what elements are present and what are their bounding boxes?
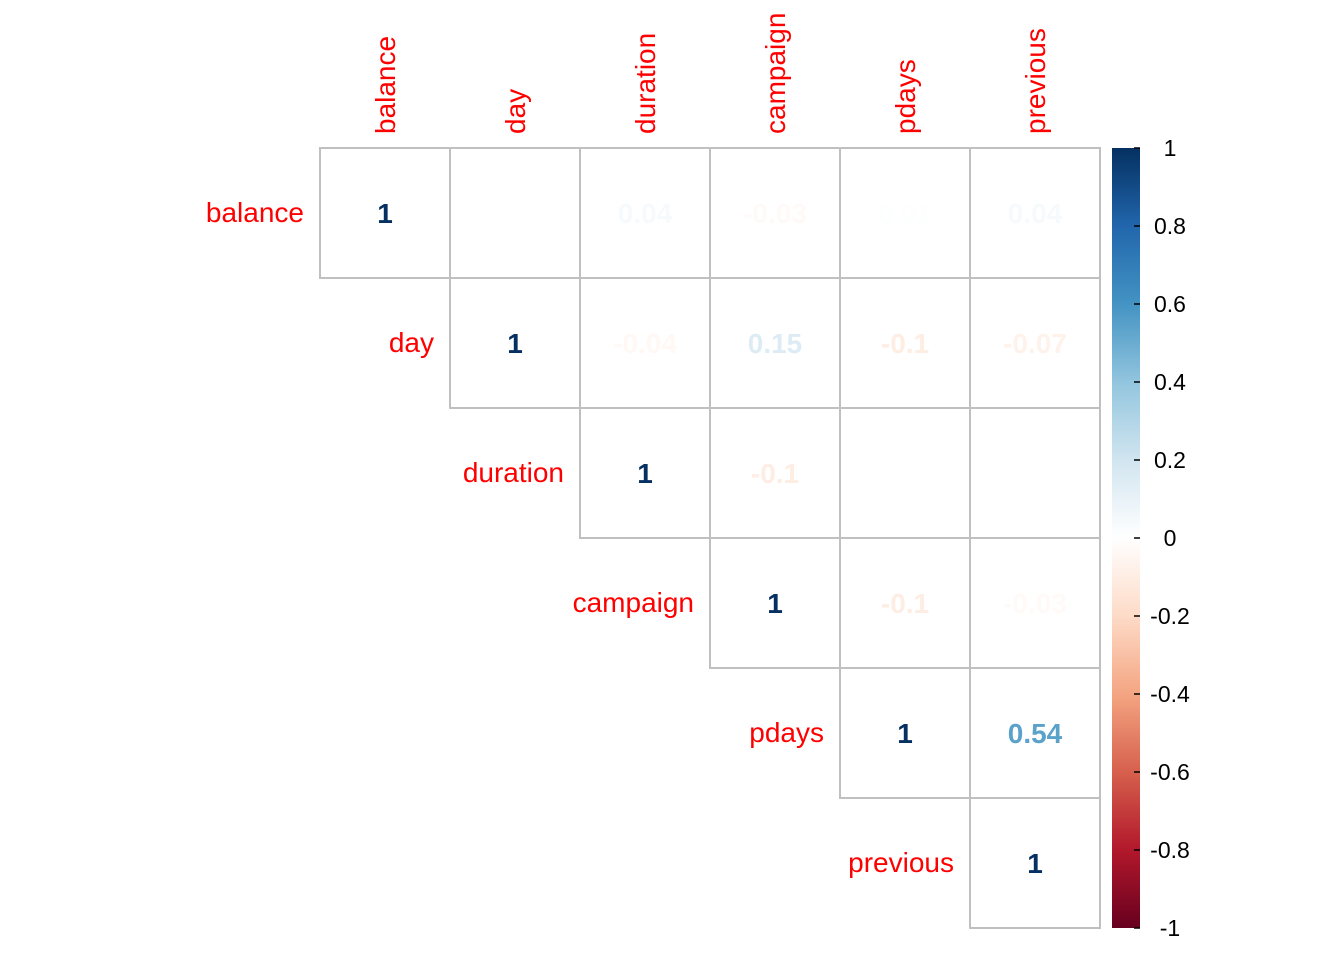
correlation-cell-balance-balance (319, 147, 451, 279)
correlation-cell-campaign-previous (969, 537, 1101, 669)
correlation-value-campaign-pdays: -0.1 (881, 588, 929, 619)
colorbar-tick-label: -1 (1160, 915, 1180, 941)
row-label-campaign: campaign (573, 587, 694, 618)
cells-layer: 1 0 0.04 -0.03 0.01 0.04 1 -0.04 0.15 -0.1 -0.07 1 -… (319, 147, 1101, 929)
correlation-value-balance-balance: 1 (377, 198, 393, 229)
correlation-cell-duration-previous (969, 407, 1101, 539)
colorbar-tick-label: -0.8 (1150, 837, 1190, 863)
colorbar-tick-label: 1 (1164, 135, 1177, 161)
colorbar-tick-label: -0.6 (1150, 759, 1190, 785)
colorbar-tick-label: 0.4 (1154, 369, 1186, 395)
colorbar-tick-label: -0.4 (1150, 681, 1190, 707)
column-label-campaign: campaign (760, 13, 791, 134)
correlation-cell-duration-pdays (839, 407, 971, 539)
correlation-value-duration-previous: 0 (1027, 458, 1043, 489)
colorbar-tick-label: 0.8 (1154, 213, 1186, 239)
correlation-value-balance-day: 0 (507, 198, 523, 229)
correlation-cell-previous-previous (969, 797, 1101, 929)
correlation-value-balance-duration: 0.04 (618, 198, 673, 229)
column-label-previous: previous (1020, 28, 1051, 134)
colorbar-tick-label: 0.6 (1154, 291, 1186, 317)
column-label-day: day (500, 89, 531, 134)
correlation-value-previous-previous: 1 (1027, 848, 1043, 879)
row-label-balance: balance (206, 197, 304, 228)
colorbar-tick-label: 0 (1164, 525, 1177, 551)
correlation-cell-pdays-pdays (839, 667, 971, 799)
correlation-value-duration-duration: 1 (637, 458, 653, 489)
column-label-balance: balance (370, 36, 401, 134)
correlation-value-pdays-previous: 0.54 (1008, 718, 1063, 749)
row-label-previous: previous (848, 847, 954, 878)
correlation-cell-campaign-campaign (709, 537, 841, 669)
correlation-cell-balance-day (449, 147, 581, 279)
correlation-cell-balance-previous (969, 147, 1101, 279)
correlation-value-pdays-pdays: 1 (897, 718, 913, 749)
correlation-cell-duration-duration (579, 407, 711, 539)
row-label-pdays: pdays (749, 717, 824, 748)
correlation-value-duration-campaign: -0.1 (751, 458, 799, 489)
correlation-cell-campaign-pdays (839, 537, 971, 669)
correlation-value-balance-pdays: 0.01 (878, 198, 933, 229)
column-label-duration: duration (630, 33, 661, 134)
column-labels: balance day duration campaign pdays previous (370, 13, 1051, 134)
correlation-cell-pdays-previous (969, 667, 1101, 799)
row-label-duration: duration (463, 457, 564, 488)
correlation-value-campaign-campaign: 1 (767, 588, 783, 619)
correlation-value-campaign-previous: -0.03 (1003, 588, 1067, 619)
correlation-cell-day-duration (579, 277, 711, 409)
correlation-cell-day-pdays (839, 277, 971, 409)
correlation-cell-day-day (449, 277, 581, 409)
column-label-pdays: pdays (890, 59, 921, 134)
correlation-value-duration-pdays: 0 (897, 458, 913, 489)
correlation-value-day-campaign: 0.15 (748, 328, 803, 359)
correlation-cell-balance-duration (579, 147, 711, 279)
correlation-value-balance-previous: 0.04 (1008, 198, 1063, 229)
correlation-value-day-day: 1 (507, 328, 523, 359)
row-labels: balance day duration campaign pdays previous (206, 197, 954, 878)
colorbar-tick-label: 0.2 (1154, 447, 1186, 473)
row-label-day: day (389, 327, 434, 358)
correlation-value-day-duration: -0.04 (613, 328, 677, 359)
correlation-value-day-pdays: -0.1 (881, 328, 929, 359)
correlation-cell-day-previous (969, 277, 1101, 409)
colorbar: 1 0.8 0.6 0.4 0.2 0 -0.2 -0.4 -0.6 -0.8 -1 (1112, 135, 1190, 941)
correlation-value-balance-campaign: -0.03 (743, 198, 807, 229)
correlation-value-day-previous: -0.07 (1003, 328, 1067, 359)
correlation-cell-balance-campaign (709, 147, 841, 279)
colorbar-tick-label: -0.2 (1150, 603, 1190, 629)
